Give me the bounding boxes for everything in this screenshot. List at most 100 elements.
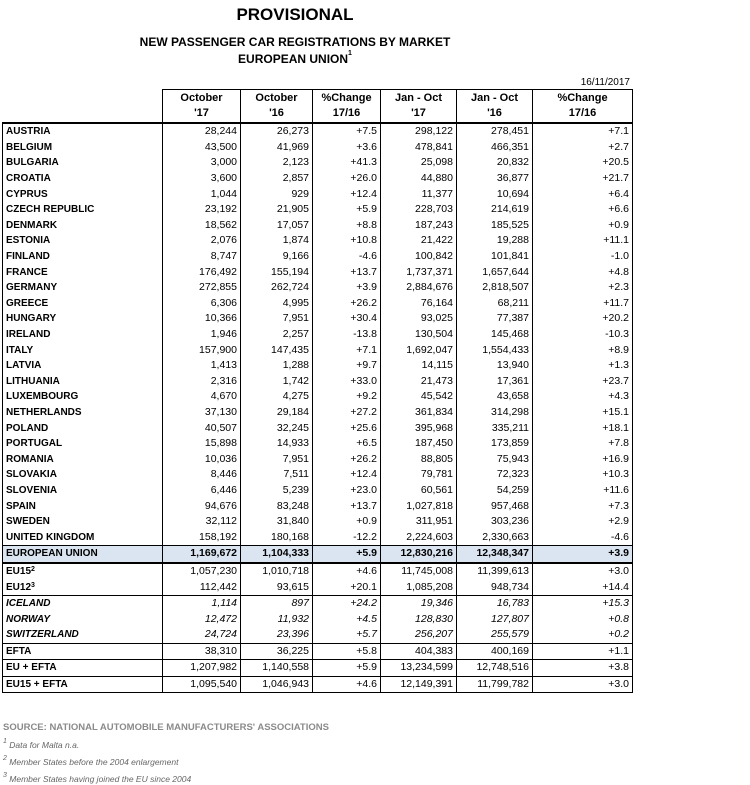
value-cell: 404,383 — [380, 642, 457, 660]
country-name: SWITZERLAND — [6, 629, 79, 641]
country-cell: GERMANY — [2, 279, 163, 296]
table-row: BELGIUM 43,500 41,969 +3.6 478,841 466,351 +2.… — [2, 139, 633, 156]
country-name: SLOVAKIA — [6, 469, 57, 481]
country-cell: ICELAND — [2, 594, 163, 612]
value-cell: +7.8 — [532, 435, 633, 452]
value-cell: 130,504 — [380, 326, 457, 343]
value-cell: 1,095,540 — [162, 675, 241, 694]
value-cell: +7.1 — [532, 123, 633, 140]
value-cell: -13.8 — [312, 326, 381, 343]
value-cell: 2,316 — [162, 373, 241, 390]
value-cell: +23.7 — [532, 373, 633, 390]
value-cell: +11.7 — [532, 295, 633, 312]
country-cell: NETHERLANDS — [2, 404, 163, 421]
country-name: EU12 — [6, 581, 32, 593]
header-row: October '17 October '16 %Change 17/16 Jan - Oc… — [2, 89, 633, 124]
table-row: ESTONIA 2,076 1,874 +10.8 21,422 19,288 +11.1 — [2, 233, 633, 249]
value-cell: -12.2 — [312, 529, 381, 546]
value-cell: +15.1 — [532, 404, 633, 421]
value-cell: +20.5 — [532, 155, 633, 171]
value-cell: 29,184 — [240, 404, 313, 421]
value-cell: 395,968 — [380, 420, 457, 436]
value-cell: 314,298 — [456, 404, 533, 421]
value-cell: +4.3 — [532, 389, 633, 405]
value-cell: 303,236 — [456, 513, 533, 530]
value-cell: +6.5 — [312, 435, 381, 452]
country-name: BELGIUM — [6, 141, 53, 153]
country-name: AUSTRIA — [6, 126, 51, 138]
value-cell: 1,027,818 — [380, 498, 457, 514]
value-cell: 1,554,433 — [456, 342, 533, 358]
value-cell: +2.9 — [532, 513, 633, 530]
value-cell: +11.6 — [532, 482, 633, 499]
country-name: EU + EFTA — [6, 662, 57, 674]
region: EUROPEAN UNION1 — [0, 50, 590, 66]
value-cell: 6,446 — [162, 482, 241, 499]
table-row: HUNGARY 10,366 7,951 +30.4 93,025 77,387 +20.2 — [2, 311, 633, 327]
value-cell: +5.9 — [312, 659, 381, 677]
country-cell: PORTUGAL — [2, 435, 163, 452]
title: PROVISIONAL — [236, 5, 354, 24]
value-cell: 41,969 — [240, 139, 313, 156]
value-cell: 18,562 — [162, 217, 241, 234]
value-cell: +41.3 — [312, 155, 381, 171]
country-cell: POLAND — [2, 420, 163, 436]
table-row: SWEDEN 32,112 31,840 +0.9 311,951 303,236 +2.9 — [2, 513, 633, 530]
value-cell: 11,377 — [380, 186, 457, 202]
country-name: EU15 + EFTA — [6, 679, 68, 691]
value-cell: +20.1 — [312, 579, 381, 596]
value-cell: 83,248 — [240, 498, 313, 514]
value-cell: 23,192 — [162, 201, 241, 218]
value-cell: 262,724 — [240, 279, 313, 296]
value-cell: 1,104,333 — [240, 545, 313, 564]
value-cell: +4.6 — [312, 562, 381, 580]
table-row: SLOVENIA 6,446 5,239 +23.0 60,561 54,259 +11.6 — [2, 482, 633, 499]
value-cell: 7,511 — [240, 467, 313, 483]
value-cell: 25,098 — [380, 155, 457, 171]
country-name: EU15 — [6, 565, 32, 577]
country-cell: SLOVENIA — [2, 482, 163, 499]
country-name: IRELAND — [6, 329, 51, 341]
country-cell: GREECE — [2, 295, 163, 312]
value-cell: +8.8 — [312, 217, 381, 234]
value-cell: 8,446 — [162, 467, 241, 483]
country-name: SWEDEN — [6, 516, 50, 528]
value-cell: 24,724 — [162, 627, 241, 644]
header-blank — [2, 89, 163, 124]
value-cell: 112,442 — [162, 579, 241, 596]
table-row: NORWAY 12,472 11,932 +4.5 128,830 127,807 +0.8 — [2, 611, 633, 627]
table-row: AUSTRIA 28,244 26,273 +7.5 298,122 278,451 +7.… — [2, 123, 633, 140]
table-row: POLAND 40,507 32,245 +25.6 395,968 335,211 +18… — [2, 420, 633, 436]
value-cell: -4.6 — [312, 248, 381, 265]
value-cell: 311,951 — [380, 513, 457, 530]
value-cell: +12.4 — [312, 186, 381, 202]
value-cell: 3,000 — [162, 155, 241, 171]
country-name: NORWAY — [6, 613, 51, 625]
value-cell: 77,387 — [456, 311, 533, 327]
value-cell: 157,900 — [162, 342, 241, 358]
value-cell: 256,207 — [380, 627, 457, 644]
column-header: %Change 17/16 — [312, 89, 381, 124]
value-cell: 20,832 — [456, 155, 533, 171]
table-row: GREECE 6,306 4,995 +26.2 76,164 68,211 +11.7 — [2, 295, 633, 312]
value-cell: 19,346 — [380, 594, 457, 612]
value-cell: 79,781 — [380, 467, 457, 483]
value-cell: +33.0 — [312, 373, 381, 390]
value-cell: 43,658 — [456, 389, 533, 405]
value-cell: +6.4 — [532, 186, 633, 202]
value-cell: 145,468 — [456, 326, 533, 343]
value-cell: +5.8 — [312, 642, 381, 660]
country-note: 3 — [31, 581, 35, 589]
country-name: BULGARIA — [6, 157, 59, 169]
country-cell: SWEDEN — [2, 513, 163, 530]
value-cell: +4.5 — [312, 611, 381, 627]
value-cell: +2.7 — [532, 139, 633, 156]
value-cell: +13.7 — [312, 264, 381, 280]
country-cell: EU15 + EFTA — [2, 675, 163, 694]
table-row: SLOVAKIA 8,446 7,511 +12.4 79,781 72,323 +10.3 — [2, 467, 633, 483]
country-note: 2 — [31, 565, 35, 573]
country-cell: CZECH REPUBLIC — [2, 201, 163, 218]
table-row: CROATIA 3,600 2,857 +26.0 44,880 36,877 +21.7 — [2, 170, 633, 187]
value-cell: +5.9 — [312, 545, 381, 564]
